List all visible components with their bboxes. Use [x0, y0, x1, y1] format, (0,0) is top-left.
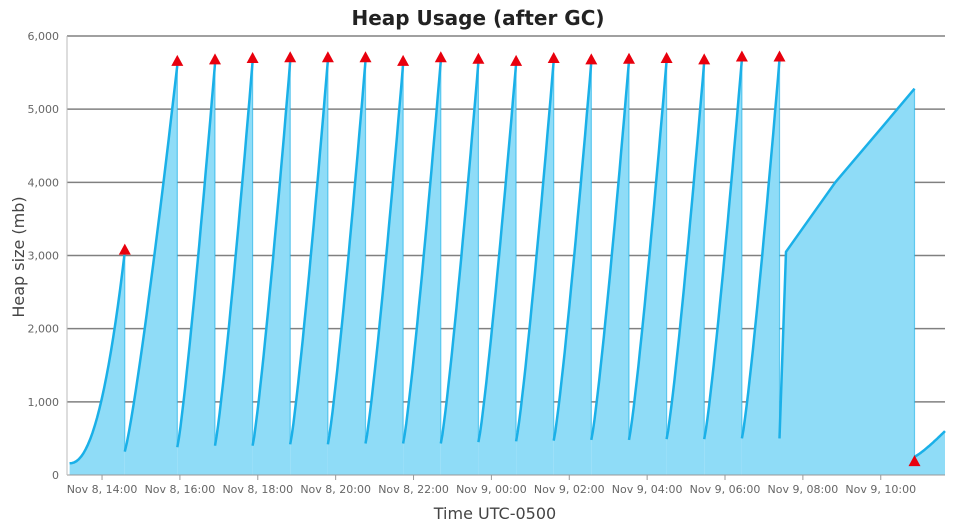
x-tick-label: Nov 8, 22:00 — [378, 483, 449, 496]
peak-marker — [284, 51, 297, 63]
y-tick-labels: 0 1,000 2,000 3,000 4,000 5,000 6,000 — [28, 30, 60, 482]
series-line — [740, 59, 781, 439]
series-line — [477, 63, 518, 443]
axes — [66, 36, 945, 476]
y-tick-label: 3,000 — [28, 250, 60, 263]
peak-marker — [908, 455, 921, 467]
series-line — [665, 61, 706, 440]
peak-marker — [321, 51, 334, 63]
x-tick-labels: Nov 8, 14:00 Nov 8, 16:00 Nov 8, 18:00 Nov … — [67, 475, 916, 496]
series-line — [514, 60, 555, 442]
y-tick-label: 2,000 — [28, 323, 60, 336]
x-tick-label: Nov 9, 04:00 — [612, 483, 683, 496]
peak-marker — [171, 54, 184, 66]
peak-marker — [547, 52, 560, 63]
area-segment — [779, 88, 915, 475]
peak-marker — [246, 52, 259, 63]
series-line — [364, 63, 405, 444]
area-segment — [914, 431, 945, 475]
y-tick-label: 1,000 — [28, 396, 60, 409]
y-tick-label: 6,000 — [28, 30, 60, 43]
peak-marker — [434, 51, 447, 63]
series-line — [552, 61, 593, 441]
peak-marker — [735, 50, 748, 62]
series-line — [326, 60, 367, 445]
x-tick-label: Nov 9, 10:00 — [845, 483, 916, 496]
y-axis-label: Heap size (mb) — [9, 196, 28, 317]
x-tick-label: Nov 8, 20:00 — [300, 483, 371, 496]
area-segment — [69, 251, 125, 475]
x-tick-label: Nov 8, 18:00 — [222, 483, 293, 496]
heap-area-series — [69, 59, 946, 476]
peak-marker — [660, 52, 673, 63]
series-line — [401, 60, 443, 444]
series-line — [778, 87, 916, 439]
peak-marker — [209, 53, 221, 65]
x-tick-label: Nov 8, 16:00 — [145, 483, 216, 496]
peak-marker — [585, 53, 598, 65]
series-line — [627, 60, 668, 441]
series-line — [176, 63, 217, 448]
series-line — [590, 60, 631, 441]
y-tick-label: 0 — [52, 469, 59, 482]
series-line — [702, 59, 744, 440]
peak-marker — [359, 51, 372, 63]
x-tick-label: Nov 8, 14:00 — [67, 483, 138, 496]
peak-marker — [397, 54, 410, 66]
series-line — [288, 59, 330, 445]
x-tick-label: Nov 9, 02:00 — [534, 483, 605, 496]
series-line — [213, 61, 254, 446]
series-line — [69, 251, 127, 465]
peak-markers — [118, 50, 921, 467]
peak-marker — [510, 54, 523, 66]
x-axis-label: Time UTC-0500 — [433, 504, 556, 523]
peak-marker — [472, 52, 485, 64]
peak-marker — [118, 243, 131, 255]
peak-marker — [773, 50, 786, 62]
y-tick-label: 5,000 — [28, 103, 60, 116]
y-tick-label: 4,000 — [28, 176, 60, 189]
series-line — [913, 430, 946, 458]
x-tick-label: Nov 9, 00:00 — [456, 483, 527, 496]
series-line — [123, 65, 179, 452]
peak-marker — [623, 52, 635, 64]
series-line — [251, 60, 292, 446]
chart-title: Heap Usage (after GC) — [351, 6, 604, 30]
peak-marker — [698, 53, 711, 65]
area-segment — [124, 65, 178, 476]
series-line — [439, 61, 480, 444]
area-segment — [177, 63, 215, 476]
x-tick-label: Nov 9, 08:00 — [768, 483, 839, 496]
x-tick-label: Nov 9, 06:00 — [690, 483, 761, 496]
